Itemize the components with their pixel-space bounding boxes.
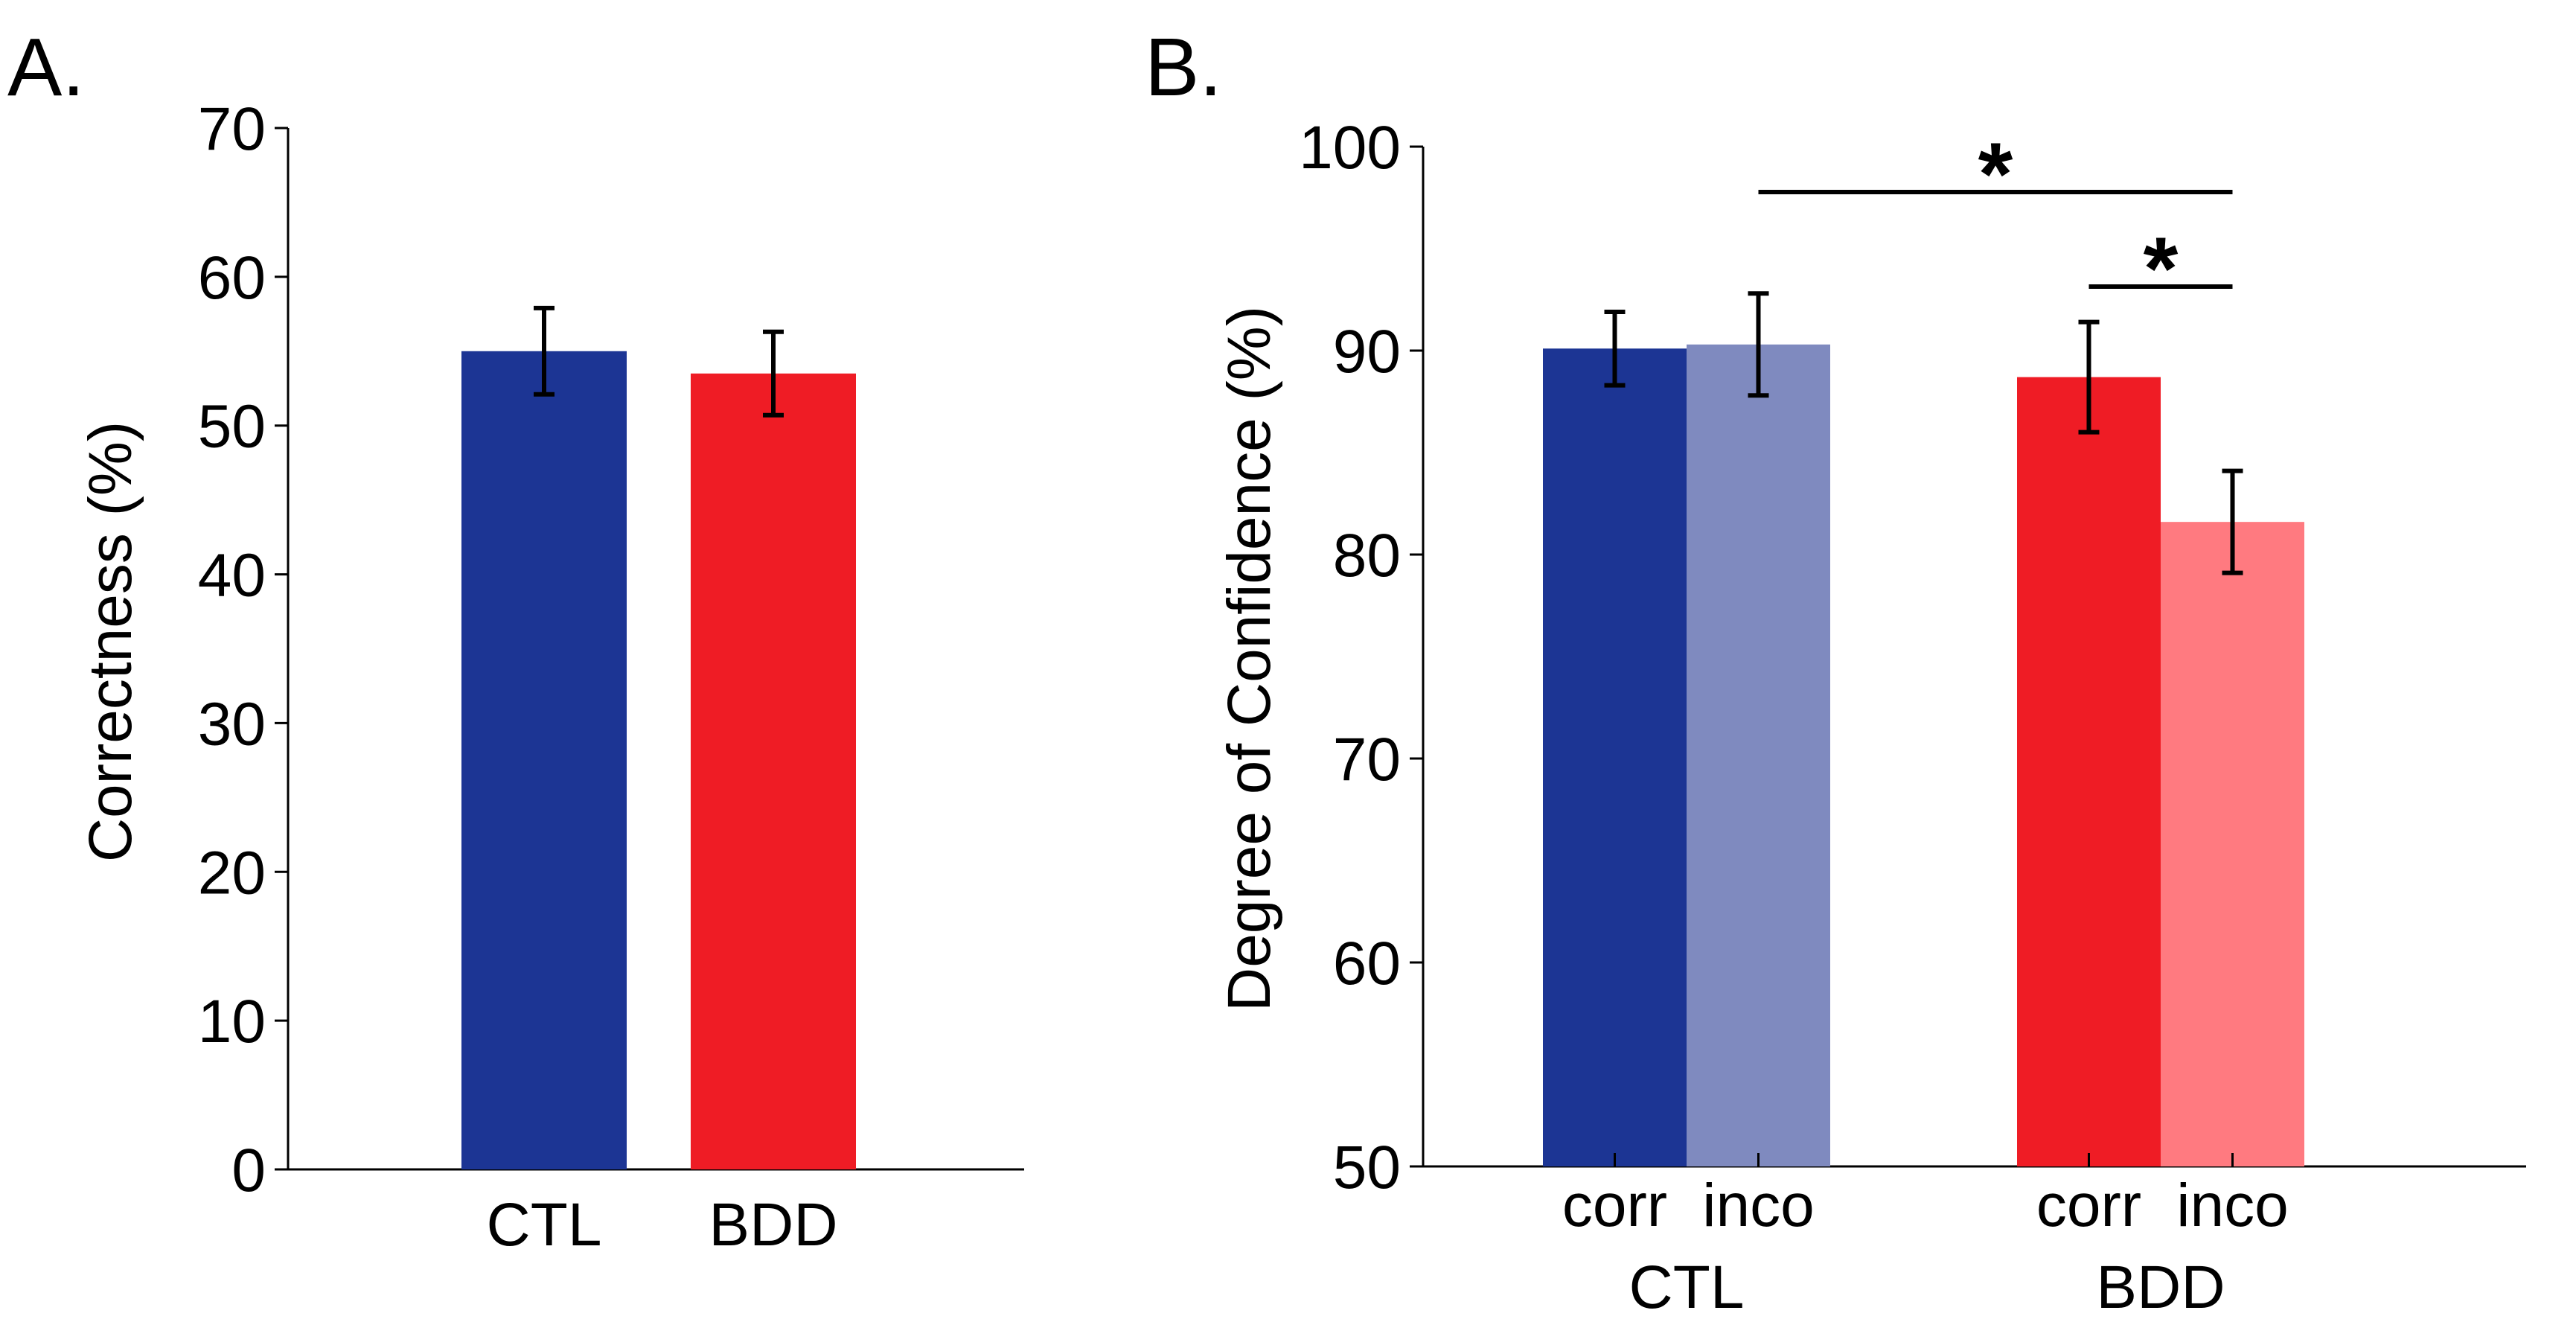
panel-b-y-tick-label: 60 xyxy=(1333,930,1401,997)
panel-b-bars xyxy=(1543,344,2304,1166)
panel-b-bar-ctl-inco xyxy=(1687,344,1830,1166)
panel-b-subcategory-label: inco xyxy=(2176,1172,2288,1239)
panel-b-y-tick-label: 100 xyxy=(1299,114,1401,182)
panel-b-error-bar-bdd-corr xyxy=(2078,319,2100,435)
panel-b-y-tick-label: 90 xyxy=(1333,318,1401,386)
panel-a-y-tick-label: 70 xyxy=(198,95,266,163)
panel-a-category-labels: CTL BDD xyxy=(487,1191,838,1259)
panel-b-error-bar-ctl-inco xyxy=(1748,291,1769,398)
panel-b-y-tick-label: 50 xyxy=(1333,1134,1401,1201)
panel-a: A. Correctness (%) 0 10 20 30 40 50 60 70 CTL BD… xyxy=(7,22,1024,1259)
panel-b-subcategory-label: corr xyxy=(2036,1172,2141,1239)
panel-a-y-tick-label: 40 xyxy=(198,542,266,610)
panel-b-y-ticks: 50 60 70 80 90 100 xyxy=(1299,114,1423,1201)
panel-b-y-axis-label: Degree of Confidence (%) xyxy=(1215,306,1283,1012)
panel-a-y-tick-label: 10 xyxy=(198,988,266,1056)
panel-b-significance-bracket: * xyxy=(2088,219,2233,319)
panel-a-error-bars xyxy=(534,305,784,418)
panel-b-subcategory-label: corr xyxy=(1562,1172,1667,1239)
panel-b-bar-ctl-corr xyxy=(1543,348,1687,1166)
panel-b: B. Degree of Confidence (%) 50 60 70 80 90 10… xyxy=(1145,22,2526,1321)
panel-b-group-label: CTL xyxy=(1629,1254,1745,1321)
panel-b-bar-bdd-corr xyxy=(2017,377,2161,1166)
panel-b-group-label: BDD xyxy=(2096,1254,2225,1321)
panel-a-y-tick-label: 20 xyxy=(198,839,266,907)
panel-a-bar-bdd xyxy=(691,373,856,1169)
panel-a-category-label: BDD xyxy=(709,1191,837,1259)
panel-b-x-ticks xyxy=(1614,1153,2234,1166)
panel-a-error-bar-bdd xyxy=(763,329,784,418)
panel-b-y-tick-label: 80 xyxy=(1333,522,1401,590)
panel-b-bar-bdd-inco xyxy=(2161,522,2304,1166)
panel-b-error-bars xyxy=(1604,291,2243,575)
panel-a-category-label: CTL xyxy=(487,1191,602,1259)
panel-a-letter: A. xyxy=(7,22,85,113)
significance-star: * xyxy=(1978,124,2013,224)
panel-b-letter: B. xyxy=(1145,22,1222,113)
panel-b-y-tick-label: 70 xyxy=(1333,726,1401,793)
panel-a-y-tick-label: 50 xyxy=(198,393,266,461)
panel-b-error-bar-bdd-inco xyxy=(2222,468,2243,575)
panel-b-subcategory-label: inco xyxy=(1702,1172,1814,1239)
panel-a-bars xyxy=(461,351,856,1170)
panel-b-category-labels: corr inco CTL corr inco BDD xyxy=(1562,1172,2289,1321)
panel-a-y-ticks: 0 10 20 30 40 50 60 70 xyxy=(198,95,288,1204)
panel-b-error-bar-ctl-corr xyxy=(1604,309,1626,388)
significance-star: * xyxy=(2144,219,2179,319)
panel-a-y-tick-label: 60 xyxy=(198,244,266,312)
panel-a-bar-ctl xyxy=(461,351,627,1170)
panel-a-y-tick-label: 0 xyxy=(231,1137,266,1204)
panel-a-y-axis-label: Correctness (%) xyxy=(77,421,144,862)
panel-a-y-tick-label: 30 xyxy=(198,690,266,758)
panel-b-significance: ** xyxy=(1758,124,2233,319)
panel-a-error-bar-ctl xyxy=(534,305,554,397)
panel-b-significance-bracket: * xyxy=(1758,124,2233,224)
